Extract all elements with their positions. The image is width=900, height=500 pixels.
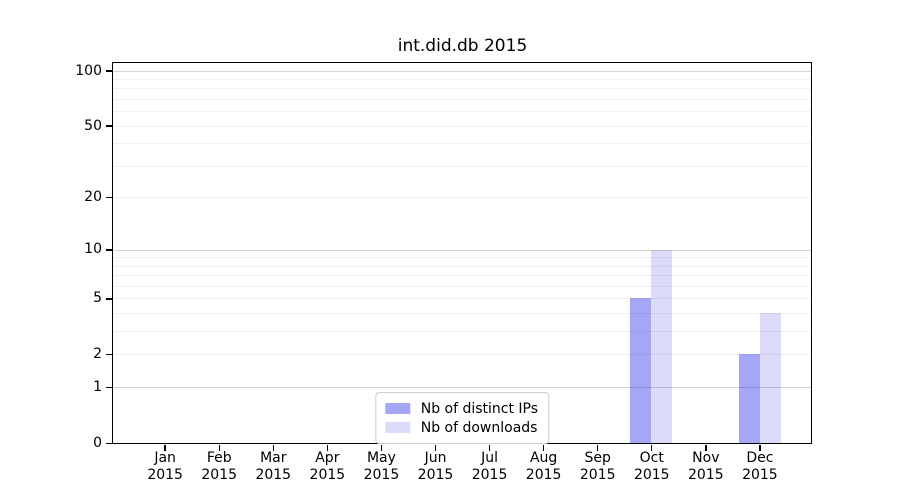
gridline [113, 249, 811, 251]
gridline [113, 79, 811, 81]
x-tick-mark [272, 444, 274, 451]
x-tick-mark [542, 444, 545, 451]
x-tick-label-line: Jul [481, 450, 499, 467]
x-tick-label-line: 2015 [579, 467, 616, 484]
x-tick-label-line: 2015 [633, 467, 670, 484]
gridline [113, 70, 811, 72]
y-tick-label: 5 [93, 290, 102, 307]
y-tick-label: 2 [93, 346, 102, 363]
x-tick-mark [651, 444, 653, 451]
x-tick-mark [218, 444, 220, 451]
y-tick-label: 100 [75, 62, 102, 79]
plot-area [112, 62, 812, 444]
gridline [113, 265, 811, 267]
x-tick-label: Jan 2015 [129, 450, 201, 484]
x-tick-label: Oct 2015 [616, 450, 688, 484]
x-tick-label-line: Sep [584, 450, 611, 467]
y-tick-label: 10 [84, 241, 102, 258]
y-tick-mark [106, 298, 112, 300]
x-tick-label-line: 2015 [147, 467, 183, 484]
x-tick-mark [164, 444, 166, 451]
chart-title: int.did.db 2015 [397, 36, 528, 56]
gridline [113, 331, 811, 333]
y-tick-mark [106, 70, 112, 72]
bar-nb-of-distinct-ips [630, 298, 652, 443]
gridline [113, 111, 811, 113]
x-tick-mark [705, 444, 707, 451]
bar-nb-of-downloads [759, 313, 781, 443]
x-tick-label-line: 2015 [742, 467, 778, 484]
gridline [113, 99, 811, 101]
legend-label: Nb of downloads [420, 419, 538, 436]
gridline [113, 143, 811, 145]
bar-nb-of-distinct-ips [738, 354, 760, 443]
gridline [113, 88, 811, 90]
x-tick-label-line: Aug [529, 450, 558, 467]
x-tick-mark [759, 444, 761, 451]
gridline [113, 125, 811, 127]
x-tick-label-line: 2015 [363, 467, 400, 484]
y-tick-mark [106, 386, 112, 389]
y-tick-label: 50 [84, 117, 102, 134]
y-tick-mark [106, 197, 112, 199]
x-tick-label-line: Dec [746, 450, 774, 467]
gridline [113, 298, 811, 300]
x-tick-label: Mar 2015 [237, 450, 309, 484]
x-tick-mark [326, 444, 329, 451]
x-tick-label-line: Jun [424, 450, 447, 467]
x-tick-label-line: Mar [260, 450, 287, 467]
x-tick-label-line: 2015 [525, 467, 562, 484]
x-tick-label-line: Apr [315, 450, 340, 467]
y-tick-mark [106, 442, 112, 445]
x-tick-label-line: 2015 [201, 467, 238, 484]
gridline [113, 387, 811, 389]
x-tick-label-line: 2015 [417, 467, 454, 484]
gridline [113, 354, 811, 356]
legend-item: Nb of distinct IPs [385, 399, 539, 418]
x-tick-label-line: 2015 [471, 467, 508, 484]
x-tick-label-line: Oct [639, 450, 664, 467]
x-tick-mark [488, 444, 491, 451]
y-tick-label: 20 [84, 189, 102, 206]
x-tick-label: Sep 2015 [562, 450, 634, 484]
gridline [113, 257, 811, 259]
x-tick-label: Nov 2015 [670, 450, 742, 484]
legend-label: Nb of distinct IPs [420, 400, 539, 417]
y-tick-label: 1 [93, 378, 102, 395]
x-tick-label-line: 2015 [255, 467, 292, 484]
x-tick-label-line: Nov [692, 450, 720, 467]
y-tick-label: 0 [93, 434, 102, 451]
legend-swatch [385, 422, 411, 433]
x-tick-label-line: Feb [206, 450, 232, 467]
bar-nb-of-downloads [651, 249, 673, 443]
gridline [113, 165, 811, 167]
y-tick-mark [106, 354, 112, 356]
gridline [113, 285, 811, 287]
legend-item: Nb of downloads [385, 418, 538, 437]
x-tick-label-line: May [366, 450, 396, 467]
x-tick-label: Jul 2015 [454, 450, 526, 484]
gridline [113, 275, 811, 277]
x-tick-label: Aug 2015 [508, 450, 580, 484]
x-tick-label: Dec 2015 [724, 450, 796, 484]
gridline [113, 313, 811, 315]
x-tick-label: Feb 2015 [183, 450, 255, 484]
x-tick-mark [434, 444, 437, 451]
x-tick-mark [380, 444, 383, 451]
x-tick-label: Apr 2015 [291, 450, 363, 484]
x-tick-label: May 2015 [345, 450, 417, 484]
y-tick-mark [106, 249, 112, 251]
x-tick-label-line: Jan [154, 450, 176, 467]
legend: Nb of distinct IPs Nb of downloads [375, 392, 550, 444]
y-tick-mark [106, 125, 112, 127]
x-tick-label-line: 2015 [688, 467, 724, 484]
x-tick-label: Jun 2015 [400, 450, 472, 484]
x-tick-mark [597, 444, 599, 451]
legend-swatch [385, 403, 411, 414]
gridline [113, 197, 811, 199]
x-tick-label-line: 2015 [309, 467, 346, 484]
